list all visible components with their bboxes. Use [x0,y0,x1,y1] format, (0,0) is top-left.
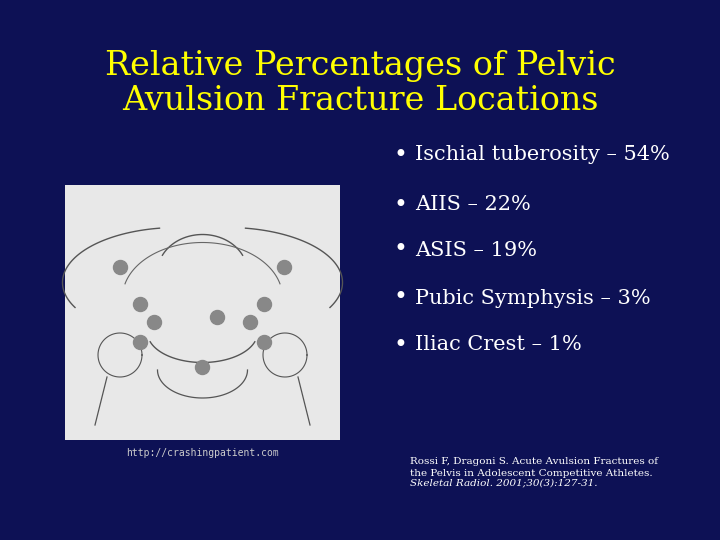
Text: Avulsion Fracture Locations: Avulsion Fracture Locations [122,85,598,117]
Circle shape [243,315,258,329]
Text: http://crashingpatient.com: http://crashingpatient.com [126,448,279,458]
Text: AIIS – 22%: AIIS – 22% [415,195,531,214]
Text: Skeletal Radiol. 2001;30(3):127-31.: Skeletal Radiol. 2001;30(3):127-31. [410,478,598,487]
Text: •: • [393,144,407,166]
Circle shape [133,298,148,312]
Circle shape [196,361,210,375]
Text: Relative Percentages of Pelvic: Relative Percentages of Pelvic [104,50,616,82]
FancyBboxPatch shape [65,185,340,440]
Text: •: • [393,193,407,217]
Text: Pubic Symphysis – 3%: Pubic Symphysis – 3% [415,288,651,307]
Text: Rossi F, Dragoni S. Acute Avulsion Fractures of
the Pelvis in Adolescent Competi: Rossi F, Dragoni S. Acute Avulsion Fract… [410,457,658,478]
Text: •: • [393,239,407,261]
Text: •: • [393,287,407,309]
Circle shape [133,335,148,349]
Circle shape [258,298,271,312]
Circle shape [210,310,225,325]
Circle shape [148,315,161,329]
Circle shape [258,335,271,349]
Circle shape [277,260,292,274]
Circle shape [114,260,127,274]
Text: Ischial tuberosity – 54%: Ischial tuberosity – 54% [415,145,670,165]
Text: •: • [393,334,407,356]
Text: Iliac Crest – 1%: Iliac Crest – 1% [415,335,582,354]
Text: ASIS – 19%: ASIS – 19% [415,240,537,260]
